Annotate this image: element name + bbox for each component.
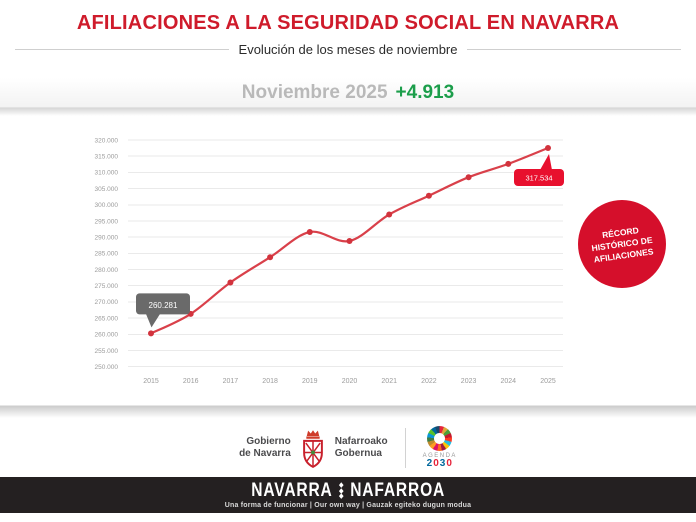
x-axis-tick-label: 2020 xyxy=(342,378,358,385)
x-axis-tick-label: 2024 xyxy=(501,378,517,385)
data-point xyxy=(465,174,472,181)
page-subtitle: Evolución de los meses de noviembre xyxy=(238,41,458,57)
x-axis-tick-label: 2018 xyxy=(262,378,278,385)
x-axis-tick-label: 2021 xyxy=(381,378,397,385)
callout-first-year-bubble xyxy=(136,293,190,315)
x-axis-tick-label: 2023 xyxy=(461,378,477,385)
footer-divider xyxy=(404,427,406,468)
gov-name-eu: Nafarroako Gobernua xyxy=(335,436,388,460)
callout-latest-year: 317.534 xyxy=(514,153,564,186)
callout-first-year-label: 260.281 xyxy=(149,301,178,310)
x-axis-tick-label: 2025 xyxy=(540,378,556,385)
data-point xyxy=(386,211,393,218)
brand-row: NAVARRA NAFARROA xyxy=(251,481,445,500)
data-point xyxy=(306,229,313,235)
data-point xyxy=(227,279,234,286)
subtitle-rule-left xyxy=(15,48,229,50)
gov-name-es: Gobierno de Navarra xyxy=(239,436,291,460)
y-axis-tick-label: 305.000 xyxy=(95,186,119,193)
gov-name-es-line2: de Navarra xyxy=(239,447,291,459)
chart-shadow xyxy=(0,406,696,418)
callout-first-year-pointer xyxy=(146,314,160,328)
y-axis-tick-label: 250.000 xyxy=(95,364,119,371)
data-point xyxy=(346,238,353,244)
x-axis-tick-label: 2016 xyxy=(183,378,199,385)
data-point xyxy=(267,254,274,261)
page-title: AFILIACIONES A LA SEGURIDAD SOCIAL EN NA… xyxy=(76,12,620,34)
gov-name-eu-line2: Gobernua xyxy=(334,447,382,459)
data-point xyxy=(425,192,432,199)
highlight-month: Noviembre 2025 xyxy=(241,81,388,103)
y-axis-tick-label: 270.000 xyxy=(95,299,119,306)
x-axis-tick-label: 2022 xyxy=(421,378,437,385)
brand-tagline: Una forma de funcionar | Our own way | G… xyxy=(224,502,472,509)
callout-latest-year-bubble xyxy=(514,168,564,186)
band-shadow xyxy=(0,108,696,116)
highlight-band: Noviembre 2025 +4.913 xyxy=(0,78,696,108)
agenda-year-digit: 2 xyxy=(426,458,434,469)
agenda-year-digit: 0 xyxy=(446,458,453,469)
data-point xyxy=(545,145,551,151)
subtitle-rule-right xyxy=(467,48,682,50)
y-axis-tick-label: 285.000 xyxy=(95,251,119,258)
gobierno-navarra-logo: Gobierno de Navarra Nafarroako Gobernua xyxy=(239,428,388,468)
y-axis-tick-label: 295.000 xyxy=(95,218,119,225)
y-axis-tick-label: 275.000 xyxy=(95,283,119,290)
y-axis-tick-label: 320.000 xyxy=(95,137,119,144)
brand-bar: NAVARRA NAFARROA Una forma de funcionar … xyxy=(0,477,696,513)
sdg-wheel-icon xyxy=(427,426,453,451)
agenda-label: AGENDA xyxy=(422,453,457,459)
x-axis-tick-label: 2019 xyxy=(302,378,318,385)
data-point xyxy=(148,330,154,337)
y-axis-tick-label: 260.000 xyxy=(95,332,119,339)
callout-first-year: 260.281 xyxy=(136,293,190,328)
nafarroa-wordmark: NAFARROA xyxy=(350,480,445,501)
y-axis-tick-label: 290.000 xyxy=(95,235,119,242)
agenda-2030-logo: AGENDA 2030 xyxy=(423,426,457,469)
y-axis-tick-label: 265.000 xyxy=(95,315,119,322)
navarra-shield-icon xyxy=(302,429,323,468)
highlight-delta: +4.913 xyxy=(395,81,455,103)
agenda-year-digit: 0 xyxy=(433,458,440,469)
y-axis-tick-label: 310.000 xyxy=(95,170,119,177)
y-axis-tick-label: 280.000 xyxy=(95,267,119,274)
header: AFILIACIONES A LA SEGURIDAD SOCIAL EN NA… xyxy=(0,0,696,57)
subtitle-row: Evolución de los meses de noviembre xyxy=(0,41,696,57)
callout-latest-year-pointer xyxy=(540,153,552,170)
chart-card: 250.000 255.000 260.000 265.000 270.000 275.0… xyxy=(0,116,696,406)
bottom-strip xyxy=(0,513,696,521)
agenda-year-digit: 3 xyxy=(439,458,447,469)
callout-latest-year-label: 317.534 xyxy=(525,173,552,182)
record-badge-circle xyxy=(578,200,666,288)
y-axis-tick-label: 300.000 xyxy=(95,202,119,209)
affiliations-line-chart: 250.000 255.000 260.000 265.000 270.000 275.0… xyxy=(95,137,666,385)
agenda-year: 2030 xyxy=(427,459,453,469)
data-point xyxy=(505,160,512,167)
navarra-wordmark: NAVARRA xyxy=(251,480,333,501)
footer-logos: Gobierno de Navarra Nafarroako Gobernua xyxy=(0,418,696,477)
x-axis-tick-label: 2015 xyxy=(143,378,159,385)
y-axis-tick-label: 315.000 xyxy=(95,154,119,161)
gov-name-eu-line1: Nafarroako xyxy=(334,435,388,447)
diamond-separator-icon xyxy=(339,481,344,500)
gov-name-es-line1: Gobierno xyxy=(246,435,291,447)
y-axis-tick-label: 255.000 xyxy=(95,348,119,355)
x-axis-tick-label: 2017 xyxy=(223,378,239,385)
